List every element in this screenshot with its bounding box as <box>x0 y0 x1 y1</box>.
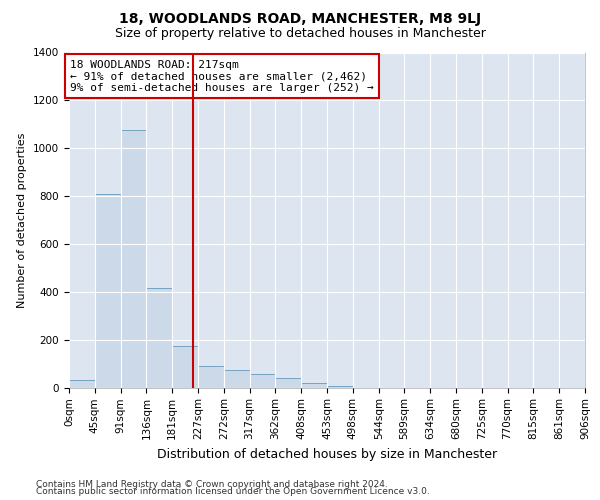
Text: 18 WOODLANDS ROAD: 217sqm
← 91% of detached houses are smaller (2,462)
9% of sem: 18 WOODLANDS ROAD: 217sqm ← 91% of detac… <box>70 60 374 93</box>
Bar <box>121 130 146 388</box>
Y-axis label: Number of detached properties: Number of detached properties <box>17 132 28 308</box>
Bar <box>198 366 224 388</box>
Text: Contains HM Land Registry data © Crown copyright and database right 2024.: Contains HM Land Registry data © Crown c… <box>36 480 388 489</box>
Bar <box>69 380 95 388</box>
Bar <box>172 346 198 388</box>
Text: 18, WOODLANDS ROAD, MANCHESTER, M8 9LJ: 18, WOODLANDS ROAD, MANCHESTER, M8 9LJ <box>119 12 481 26</box>
Bar <box>146 288 172 388</box>
Bar <box>224 370 250 388</box>
Bar <box>275 378 301 388</box>
Bar <box>250 374 275 388</box>
Text: Contains public sector information licensed under the Open Government Licence v3: Contains public sector information licen… <box>36 488 430 496</box>
Bar <box>327 386 353 388</box>
Text: Size of property relative to detached houses in Manchester: Size of property relative to detached ho… <box>115 28 485 40</box>
Bar <box>301 382 327 388</box>
X-axis label: Distribution of detached houses by size in Manchester: Distribution of detached houses by size … <box>157 448 497 460</box>
Bar <box>95 194 121 388</box>
